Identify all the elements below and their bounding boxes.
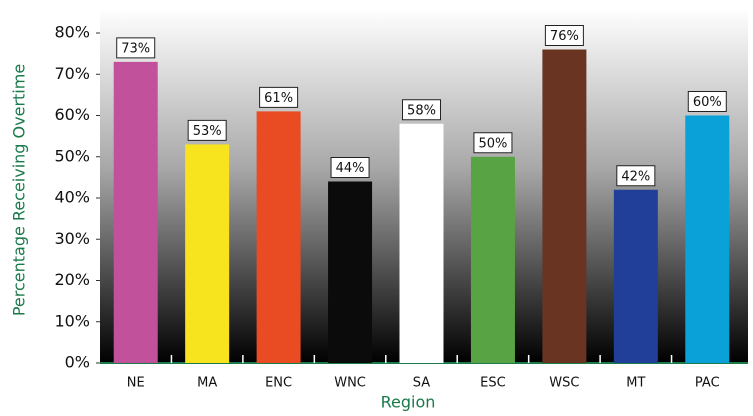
x-tick-label: PAC: [695, 376, 720, 391]
x-tick-label: SA: [413, 376, 430, 391]
value-label-box: [116, 37, 156, 59]
y-tick-label: 80%: [54, 23, 90, 42]
bar: [542, 49, 587, 363]
y-tick-label: 0%: [65, 353, 90, 372]
value-label: 73%: [121, 41, 150, 56]
y-tick-label: 10%: [54, 311, 90, 330]
y-tick-label: 50%: [54, 146, 90, 165]
value-label: 44%: [336, 161, 365, 176]
value-label-box: [544, 25, 584, 46]
value-label: 50%: [478, 136, 507, 151]
y-tick-label: 40%: [54, 188, 90, 207]
bar: [685, 115, 730, 363]
value-label-box: [330, 157, 370, 178]
bar: [470, 156, 515, 363]
y-axis-label: Percentage Receiving Overtime: [10, 64, 29, 316]
y-tick-label: 20%: [54, 270, 90, 289]
bar: [328, 181, 373, 363]
bar: [256, 111, 301, 363]
bar: [185, 144, 230, 363]
y-tick-label: 30%: [54, 229, 90, 248]
x-tick-label: MT: [626, 376, 645, 391]
x-tick-label: WNC: [334, 376, 366, 391]
value-label: 61%: [264, 91, 293, 106]
bar: [613, 189, 658, 363]
bar: [399, 123, 444, 363]
y-tick-label: 60%: [54, 105, 90, 124]
value-label: 60%: [693, 95, 722, 110]
value-label: 58%: [407, 103, 436, 118]
value-label: 42%: [621, 169, 650, 184]
bar: [113, 61, 158, 363]
value-label-box: [259, 86, 299, 108]
value-label-box: [473, 132, 513, 154]
x-tick-label: ESC: [480, 376, 506, 391]
y-tick-label: 70%: [54, 64, 90, 83]
value-label-box: [402, 99, 441, 121]
value-label: 76%: [550, 29, 579, 44]
x-tick-label: ENC: [265, 376, 292, 391]
x-tick-label: NE: [127, 376, 145, 391]
x-tick-label: MA: [197, 376, 217, 391]
x-axis-label: Region: [381, 393, 436, 412]
value-label-box: [616, 165, 656, 187]
value-label-box: [187, 119, 227, 141]
value-label-box: [687, 91, 727, 112]
value-label: 53%: [193, 124, 222, 139]
x-tick-label: WSC: [549, 376, 579, 391]
